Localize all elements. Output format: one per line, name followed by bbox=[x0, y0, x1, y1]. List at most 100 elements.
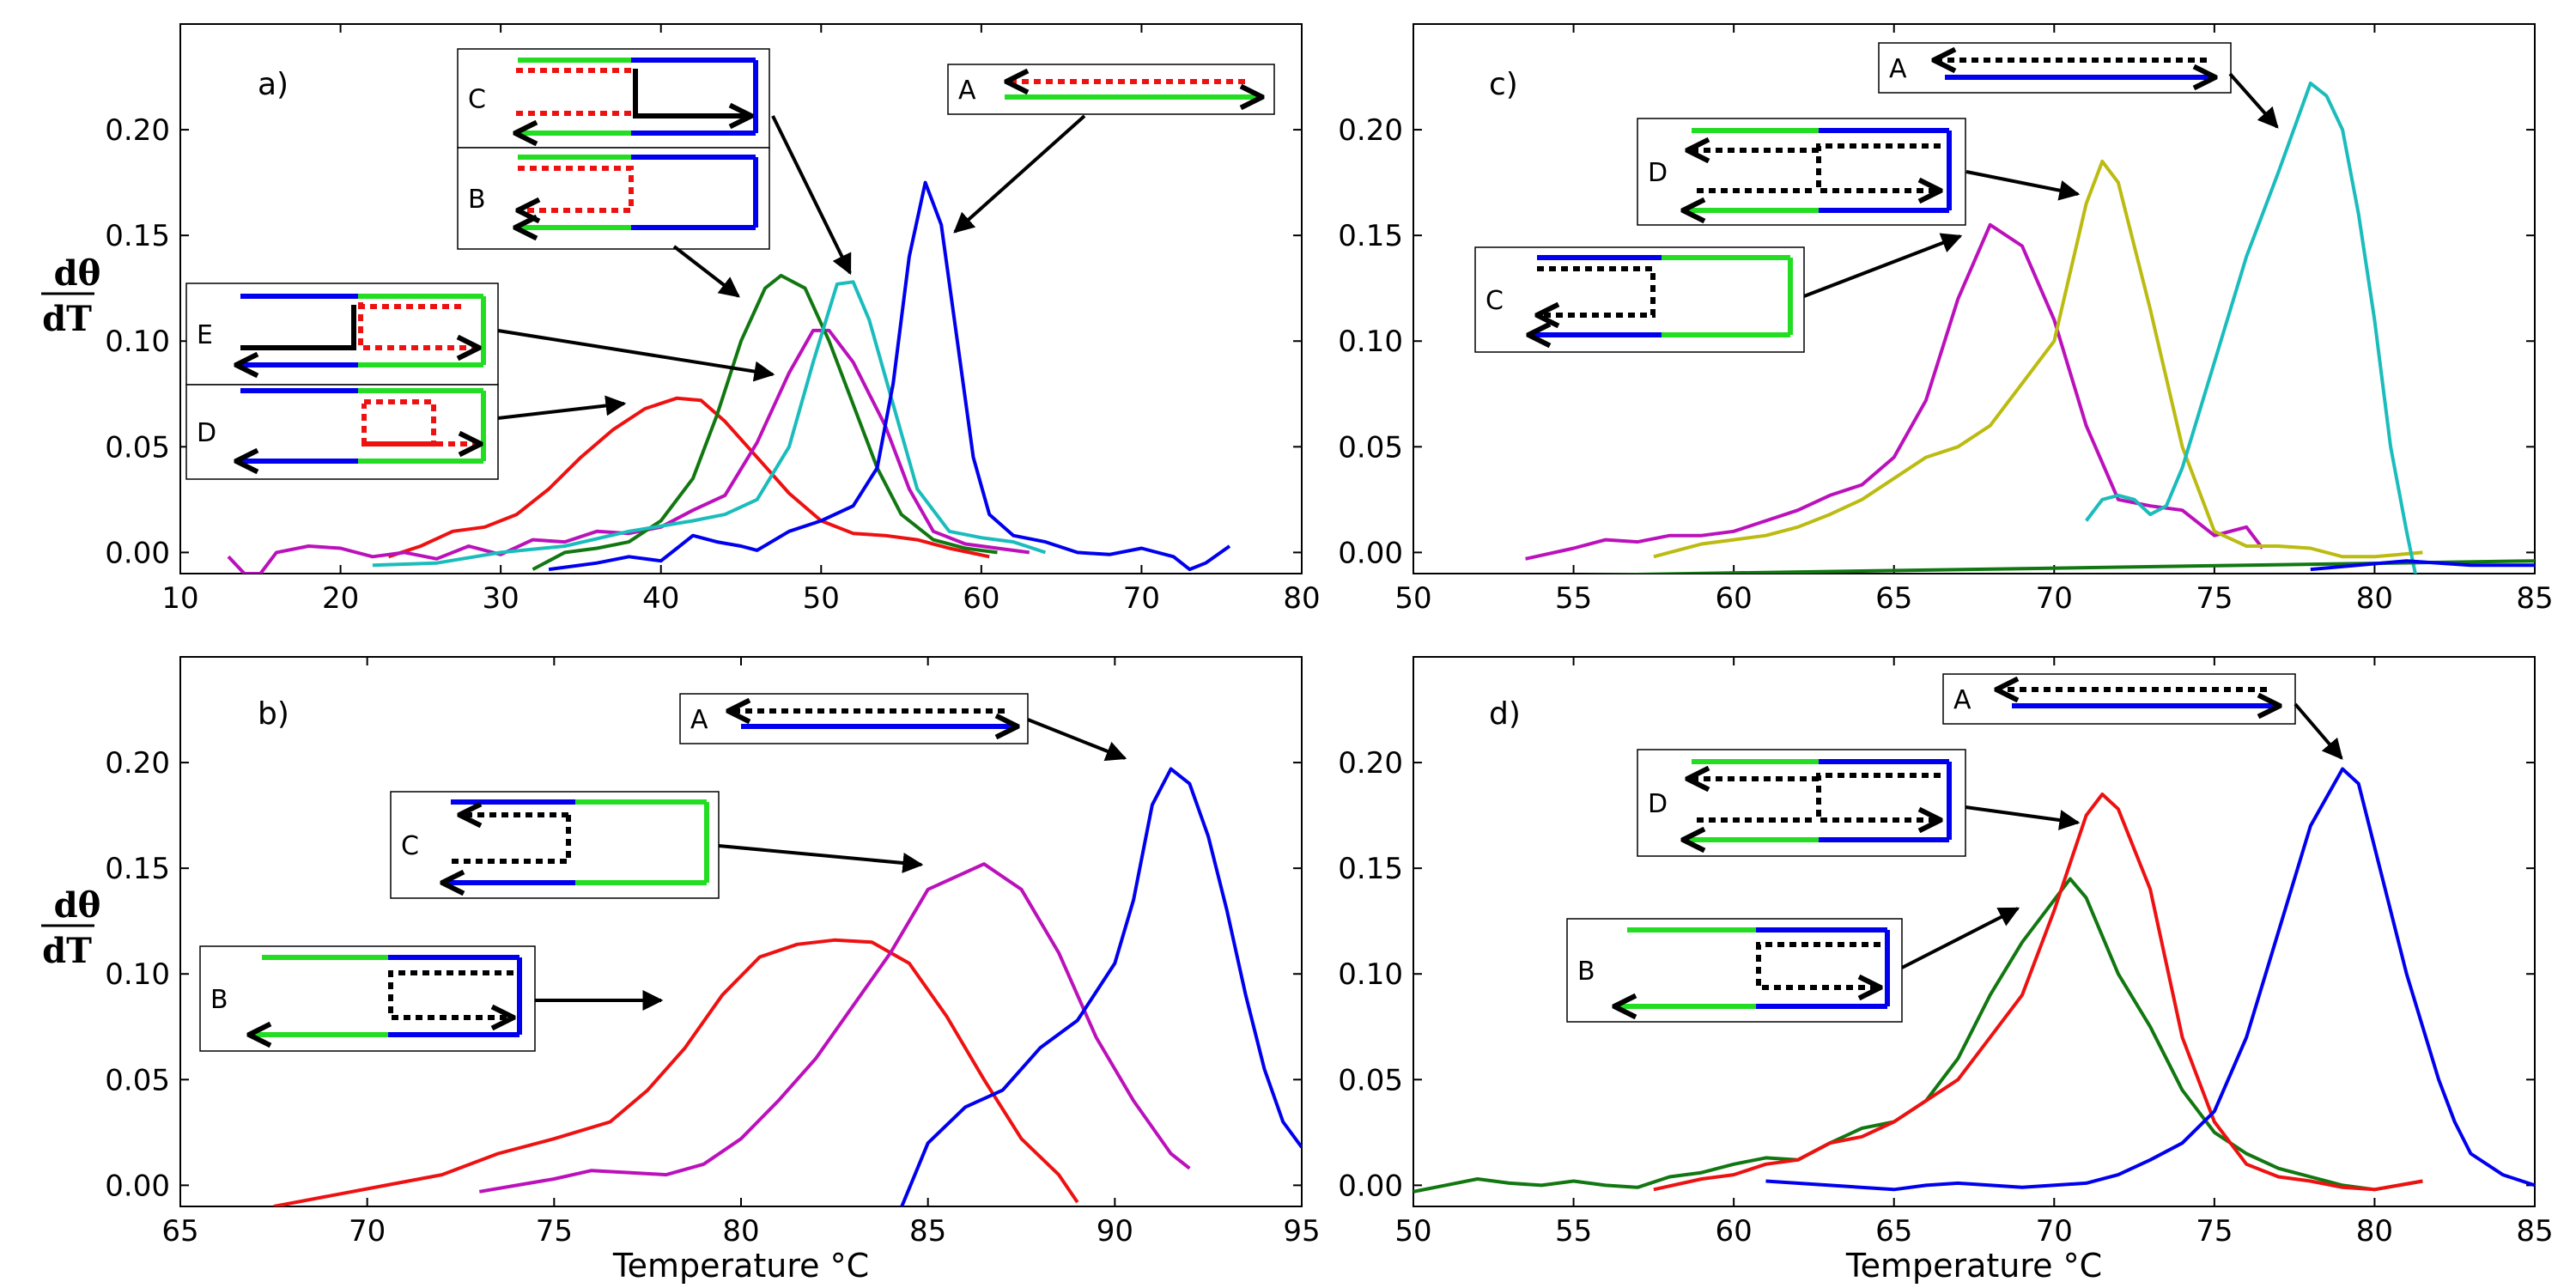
x-tick-label: 70 bbox=[1123, 581, 1160, 616]
x-tick-label: 65 bbox=[161, 1214, 198, 1249]
x-tick-label: 20 bbox=[322, 581, 359, 616]
x-tick-label: 55 bbox=[1555, 1214, 1592, 1249]
y-tick-label: 0.10 bbox=[105, 957, 170, 992]
x-tick-label: 75 bbox=[536, 1214, 573, 1249]
x-tick-label: 85 bbox=[2516, 1214, 2553, 1249]
arrow-a-A bbox=[953, 114, 1086, 234]
x-tick-label: 60 bbox=[1716, 581, 1753, 616]
x-tick-label: 55 bbox=[1555, 581, 1592, 616]
inset-label: E bbox=[197, 320, 213, 350]
y-tick-label: 0.05 bbox=[105, 1063, 170, 1097]
y-tick-label: 0.15 bbox=[1338, 852, 1403, 886]
inset-label: B bbox=[468, 185, 486, 215]
ylabel-bottom-denominator: dT bbox=[42, 931, 92, 971]
series-darkgreen bbox=[1413, 877, 2423, 1194]
x-tick-label: 80 bbox=[2356, 1214, 2393, 1249]
y-tick-label: 0.00 bbox=[105, 536, 170, 570]
x-tick-label: 50 bbox=[803, 581, 840, 616]
x-tick-label: 40 bbox=[642, 581, 679, 616]
y-tick-label: 0.05 bbox=[1338, 430, 1403, 465]
x-tick-label: 85 bbox=[2516, 581, 2553, 616]
series-red bbox=[273, 938, 1079, 1206]
inset-label: D bbox=[197, 418, 216, 448]
y-tick-label: 0.10 bbox=[105, 325, 170, 359]
panel-b: 65 70 75 80 85 90 95 0.00 0.05 0.10 0.15 0.20 b) Temp… bbox=[105, 656, 1321, 1285]
inset-box bbox=[457, 147, 770, 250]
inset-d-B: B bbox=[1566, 918, 1903, 1023]
x-tick-label: 90 bbox=[1097, 1214, 1133, 1249]
inset-b-A: A bbox=[679, 693, 1029, 744]
x-tick-label: 85 bbox=[909, 1214, 946, 1249]
inset-box bbox=[1942, 673, 2296, 725]
series-darkgreen bbox=[1578, 559, 2535, 574]
arrow-c-A bbox=[2228, 72, 2279, 129]
y-tick-label: 0.00 bbox=[1338, 1169, 1403, 1203]
x-tick-label: 65 bbox=[1875, 1214, 1912, 1249]
x-tick-label: 50 bbox=[1394, 1214, 1431, 1249]
ylabel-bottom-numerator: dθ bbox=[54, 885, 101, 926]
inset-c-A: A bbox=[1878, 42, 2232, 94]
series-blue bbox=[1765, 767, 2535, 1192]
y-tick-label: 0.05 bbox=[105, 430, 170, 465]
y-tick-label: 0.20 bbox=[105, 113, 170, 148]
inset-c-D: D bbox=[1637, 118, 1966, 226]
y-tick-label: 0.10 bbox=[1338, 325, 1403, 359]
inset-label: A bbox=[958, 76, 976, 106]
series-magenta bbox=[227, 328, 1030, 574]
strand bbox=[388, 970, 513, 1018]
y-tick-label: 0.20 bbox=[1338, 746, 1403, 781]
inset-d-A: A bbox=[1942, 673, 2296, 725]
inset-a-B: B bbox=[457, 147, 770, 250]
inset-label: D bbox=[1648, 789, 1668, 819]
arrow-a-B bbox=[672, 245, 740, 298]
x-tick-label: 80 bbox=[1283, 581, 1320, 616]
inset-b-B: B bbox=[199, 945, 536, 1052]
axes-frame bbox=[1413, 656, 2536, 1207]
inset-label: A bbox=[690, 705, 708, 735]
x-tick-label: 70 bbox=[2036, 1214, 2073, 1249]
arrow-d-B bbox=[1901, 907, 2020, 969]
strand bbox=[240, 305, 356, 350]
inset-label: C bbox=[1485, 286, 1504, 316]
inset-a-D: D bbox=[185, 384, 499, 480]
x-tick-label: 50 bbox=[1394, 581, 1431, 616]
x-tick-label: 80 bbox=[2356, 581, 2393, 616]
y-tick-label: 0.00 bbox=[1338, 536, 1403, 570]
x-tick-label: 65 bbox=[1875, 581, 1912, 616]
x-tick-label: 80 bbox=[722, 1214, 759, 1249]
x-tick-label: 75 bbox=[2196, 1214, 2233, 1249]
series-magenta bbox=[1525, 222, 2264, 561]
axes-frame bbox=[1413, 23, 2536, 574]
arrow-c-C bbox=[1803, 233, 1963, 298]
strand bbox=[518, 166, 634, 210]
strand bbox=[633, 69, 751, 116]
series-red bbox=[1653, 793, 2423, 1192]
x-tick-label: 95 bbox=[1283, 1214, 1320, 1249]
inset-box bbox=[1878, 42, 2232, 94]
x-tick-label: 75 bbox=[2196, 581, 2233, 616]
inset-c-C: C bbox=[1474, 246, 1805, 353]
x-tick-label: 60 bbox=[1716, 1214, 1753, 1249]
inset-label: D bbox=[1648, 158, 1668, 188]
y-tick-label: 0.15 bbox=[105, 852, 170, 886]
strand bbox=[451, 815, 571, 864]
inset-b-C: C bbox=[390, 791, 720, 899]
series-olive bbox=[1653, 160, 2423, 559]
series-blue bbox=[548, 180, 1231, 572]
strand bbox=[1756, 942, 1880, 987]
series-cyan bbox=[2085, 81, 2417, 574]
x-tick-label: 70 bbox=[349, 1214, 386, 1249]
series-red bbox=[387, 396, 990, 559]
x-axis-label: Temperature °C bbox=[1845, 1247, 2102, 1285]
inset-a-A: A bbox=[947, 64, 1275, 115]
y-tick-label: 0.15 bbox=[105, 219, 170, 253]
inset-a-C: C bbox=[457, 48, 770, 149]
axes-frame bbox=[179, 23, 1303, 574]
panel-a: 10 20 30 40 50 60 70 80 0.00 0.05 0.10 0.15 0.20 a) bbox=[105, 23, 1321, 616]
series-cyan bbox=[372, 280, 1047, 568]
series-darkgreen bbox=[532, 273, 998, 571]
arrow-a-D bbox=[497, 395, 627, 420]
series-magenta bbox=[478, 862, 1191, 1194]
arrow-c-D bbox=[1965, 170, 2081, 201]
